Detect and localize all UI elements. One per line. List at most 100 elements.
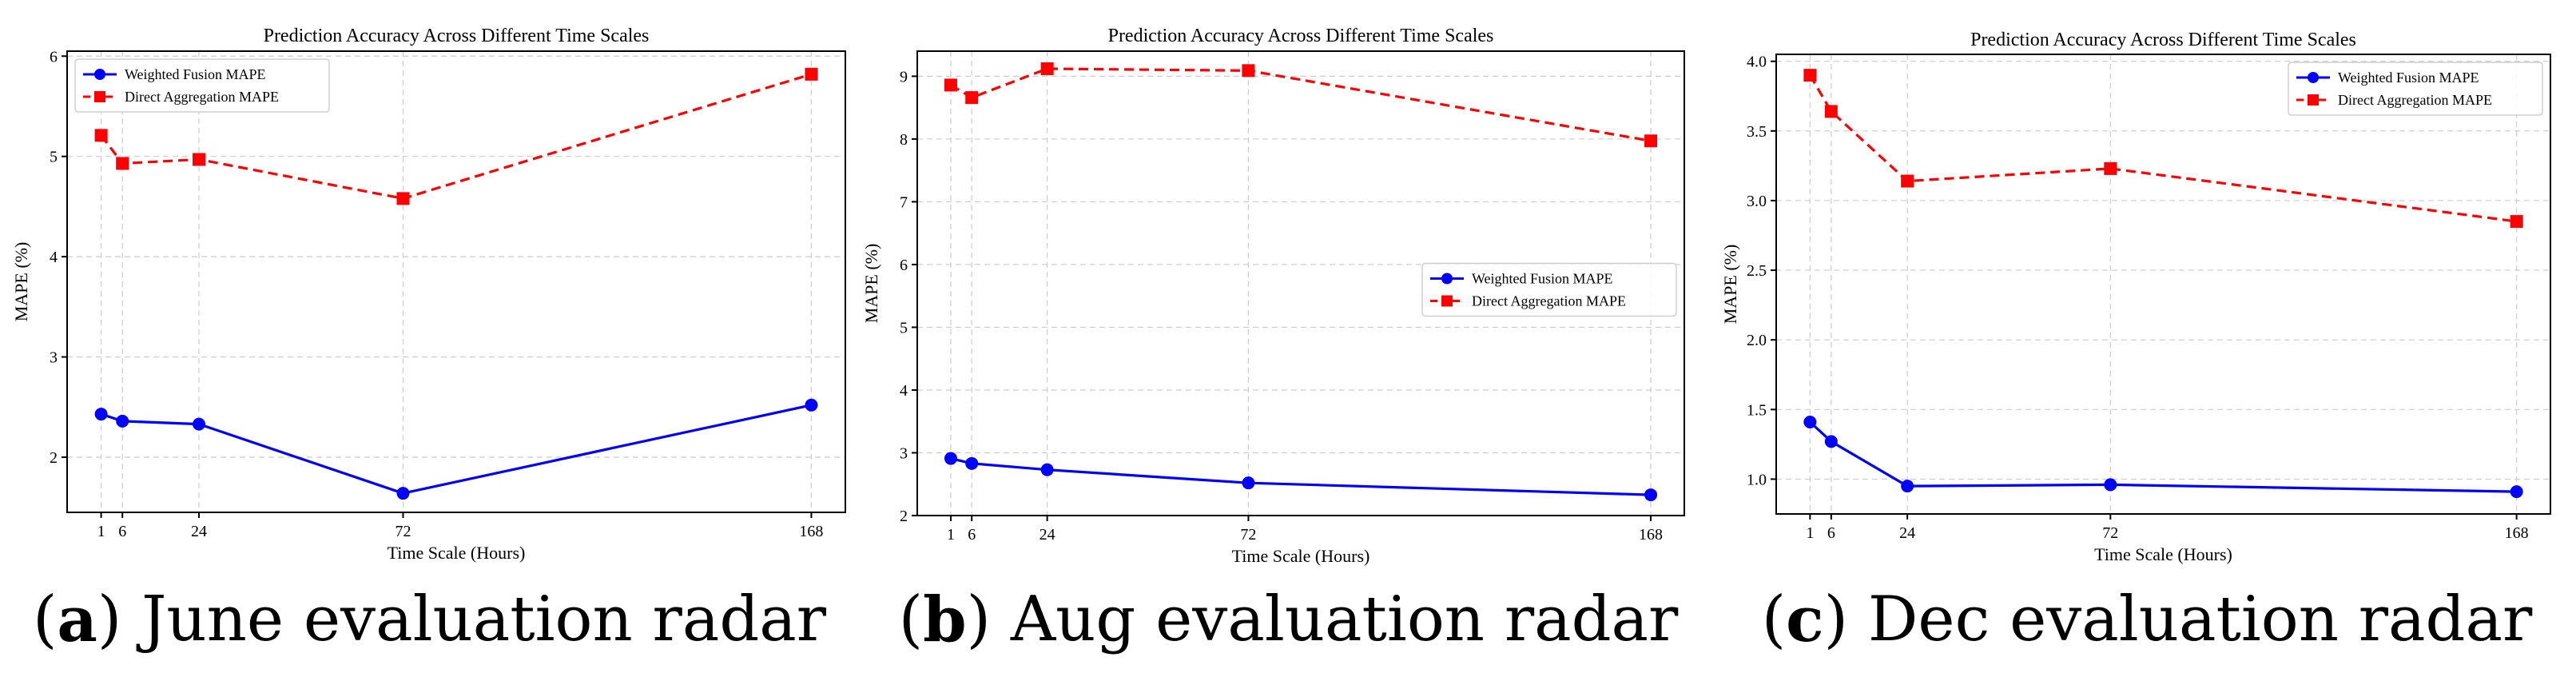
data-point-direct-aggregation [1040,62,1054,75]
chart-title: Prediction Accuracy Across Different Tim… [1970,30,2356,50]
data-point-weighted-fusion [1803,416,1817,428]
caption-c-close: ) [1823,583,1849,655]
x-tick-label: 168 [799,523,823,540]
legend-box [1421,262,1677,317]
caption-c-open: ( [1761,583,1787,655]
y-tick-label: 3 [900,444,908,462]
x-axis-label: Time Scale (Hours) [2094,544,2232,564]
x-tick-label: 168 [1639,526,1663,544]
y-tick-label: 2.0 [1747,332,1767,349]
legend: Weighted Fusion MAPE Direct Aggregation M… [1421,262,1677,317]
caption-b: (b) Aug evaluation radar [859,560,1718,679]
caption-b-text: Aug evaluation radar [991,583,1679,655]
data-point-direct-aggregation [965,91,979,105]
caption-a: (a) June evaluation radar [0,560,859,679]
data-point-weighted-fusion [1040,463,1054,476]
data-point-direct-aggregation [1242,64,1255,78]
caption-c-letter: c [1786,583,1824,656]
legend-label: Weighted Fusion MAPE [125,66,266,82]
caption-a-text: June evaluation radar [121,583,827,655]
y-tick-label: 1.5 [1747,401,1767,419]
data-point-weighted-fusion [944,452,957,465]
x-tick-label: 6 [1827,524,1835,542]
series-line-direct-aggregation [950,67,1652,142]
data-point-direct-aggregation [1644,134,1658,148]
legend-marker-weighted-fusion [2308,72,2319,83]
y-tick-label: 8 [900,131,908,149]
legend-marker-direct-aggregation [2308,94,2319,106]
x-tick-label: 6 [968,526,976,544]
y-tick-label: 5 [900,319,908,337]
y-tick-label: 2 [50,449,58,467]
legend-marker-weighted-fusion [94,69,105,80]
data-point-weighted-fusion [2510,485,2523,499]
x-tick-label: 24 [1899,524,1915,542]
legend: Weighted Fusion MAPE Direct Aggregation M… [74,58,330,113]
x-tick-label: 168 [2505,524,2529,542]
y-tick-label: 3.0 [1747,193,1767,210]
data-point-direct-aggregation [94,129,108,142]
legend-label: Weighted Fusion MAPE [1472,271,1613,287]
data-point-weighted-fusion [396,487,410,500]
series-line-weighted-fusion [101,404,812,495]
caption-b-letter: b [923,583,967,656]
y-tick-label: 4.0 [1747,54,1767,71]
data-point-weighted-fusion [965,456,979,470]
y-axis-label: MAPE (%) [861,244,881,324]
x-tick-label: 24 [1040,526,1055,544]
data-point-direct-aggregation [1901,174,1914,188]
x-tick-label: 1 [97,523,105,540]
chart-panel-3: 1.0 1.5 2.0 2.5 3.0 3.5 4.0 1 6 24 72 168 Prediction… [1720,30,2551,564]
legend: Weighted Fusion MAPE Direct Aggregation M… [2288,62,2543,116]
y-tick-label: 2.5 [1747,262,1767,280]
y-tick-label: 1.0 [1747,471,1767,488]
x-tick-label: 6 [118,523,126,540]
y-tick-label: 4 [900,382,908,400]
y-axis-label: MAPE (%) [1720,245,1740,325]
legend-marker-direct-aggregation [94,91,105,102]
x-axis-label: Time Scale (Hours) [1232,546,1370,566]
y-tick-label: 6 [50,48,58,66]
data-point-weighted-fusion [1901,480,1914,493]
x-tick-label: 1 [947,526,955,544]
y-tick-label: 4 [50,249,58,266]
legend-marker-weighted-fusion [1441,273,1453,285]
y-axis-label: MAPE (%) [11,242,31,322]
caption-a-close: ) [97,583,122,655]
data-point-weighted-fusion [805,398,818,412]
data-point-weighted-fusion [116,414,129,428]
data-point-direct-aggregation [2510,215,2523,229]
y-tick-label: 3.5 [1747,123,1767,141]
data-point-direct-aggregation [192,153,205,166]
legend-label: Weighted Fusion MAPE [2338,70,2479,86]
x-tick-label: 1 [1806,524,1814,542]
legend-label: Direct Aggregation MAPE [125,89,279,105]
caption-a-letter: a [57,583,97,656]
plot-frame [66,50,846,513]
data-point-weighted-fusion [94,408,108,421]
data-point-direct-aggregation [116,157,129,170]
chart-title: Prediction Accuracy Across Different Tim… [264,26,650,46]
x-tick-label: 72 [1240,526,1256,544]
data-point-direct-aggregation [396,192,410,205]
legend-box [74,58,330,113]
y-tick-label: 7 [900,193,908,211]
legend-label: Direct Aggregation MAPE [1472,293,1626,309]
data-point-direct-aggregation [2104,161,2117,175]
data-point-weighted-fusion [192,417,205,431]
legend-box [2288,62,2543,116]
data-point-weighted-fusion [2104,478,2117,492]
data-point-weighted-fusion [1824,435,1838,448]
plot-frame [916,50,1685,516]
x-tick-label: 24 [191,523,207,540]
series-line-weighted-fusion [950,456,1652,496]
x-axis-label: Time Scale (Hours) [388,543,526,563]
plot-frame [1775,54,2551,515]
data-point-direct-aggregation [944,78,957,92]
data-point-weighted-fusion [1242,476,1255,490]
y-tick-label: 9 [900,68,908,86]
x-tick-label: 72 [2102,524,2118,542]
y-tick-label: 5 [50,149,58,166]
